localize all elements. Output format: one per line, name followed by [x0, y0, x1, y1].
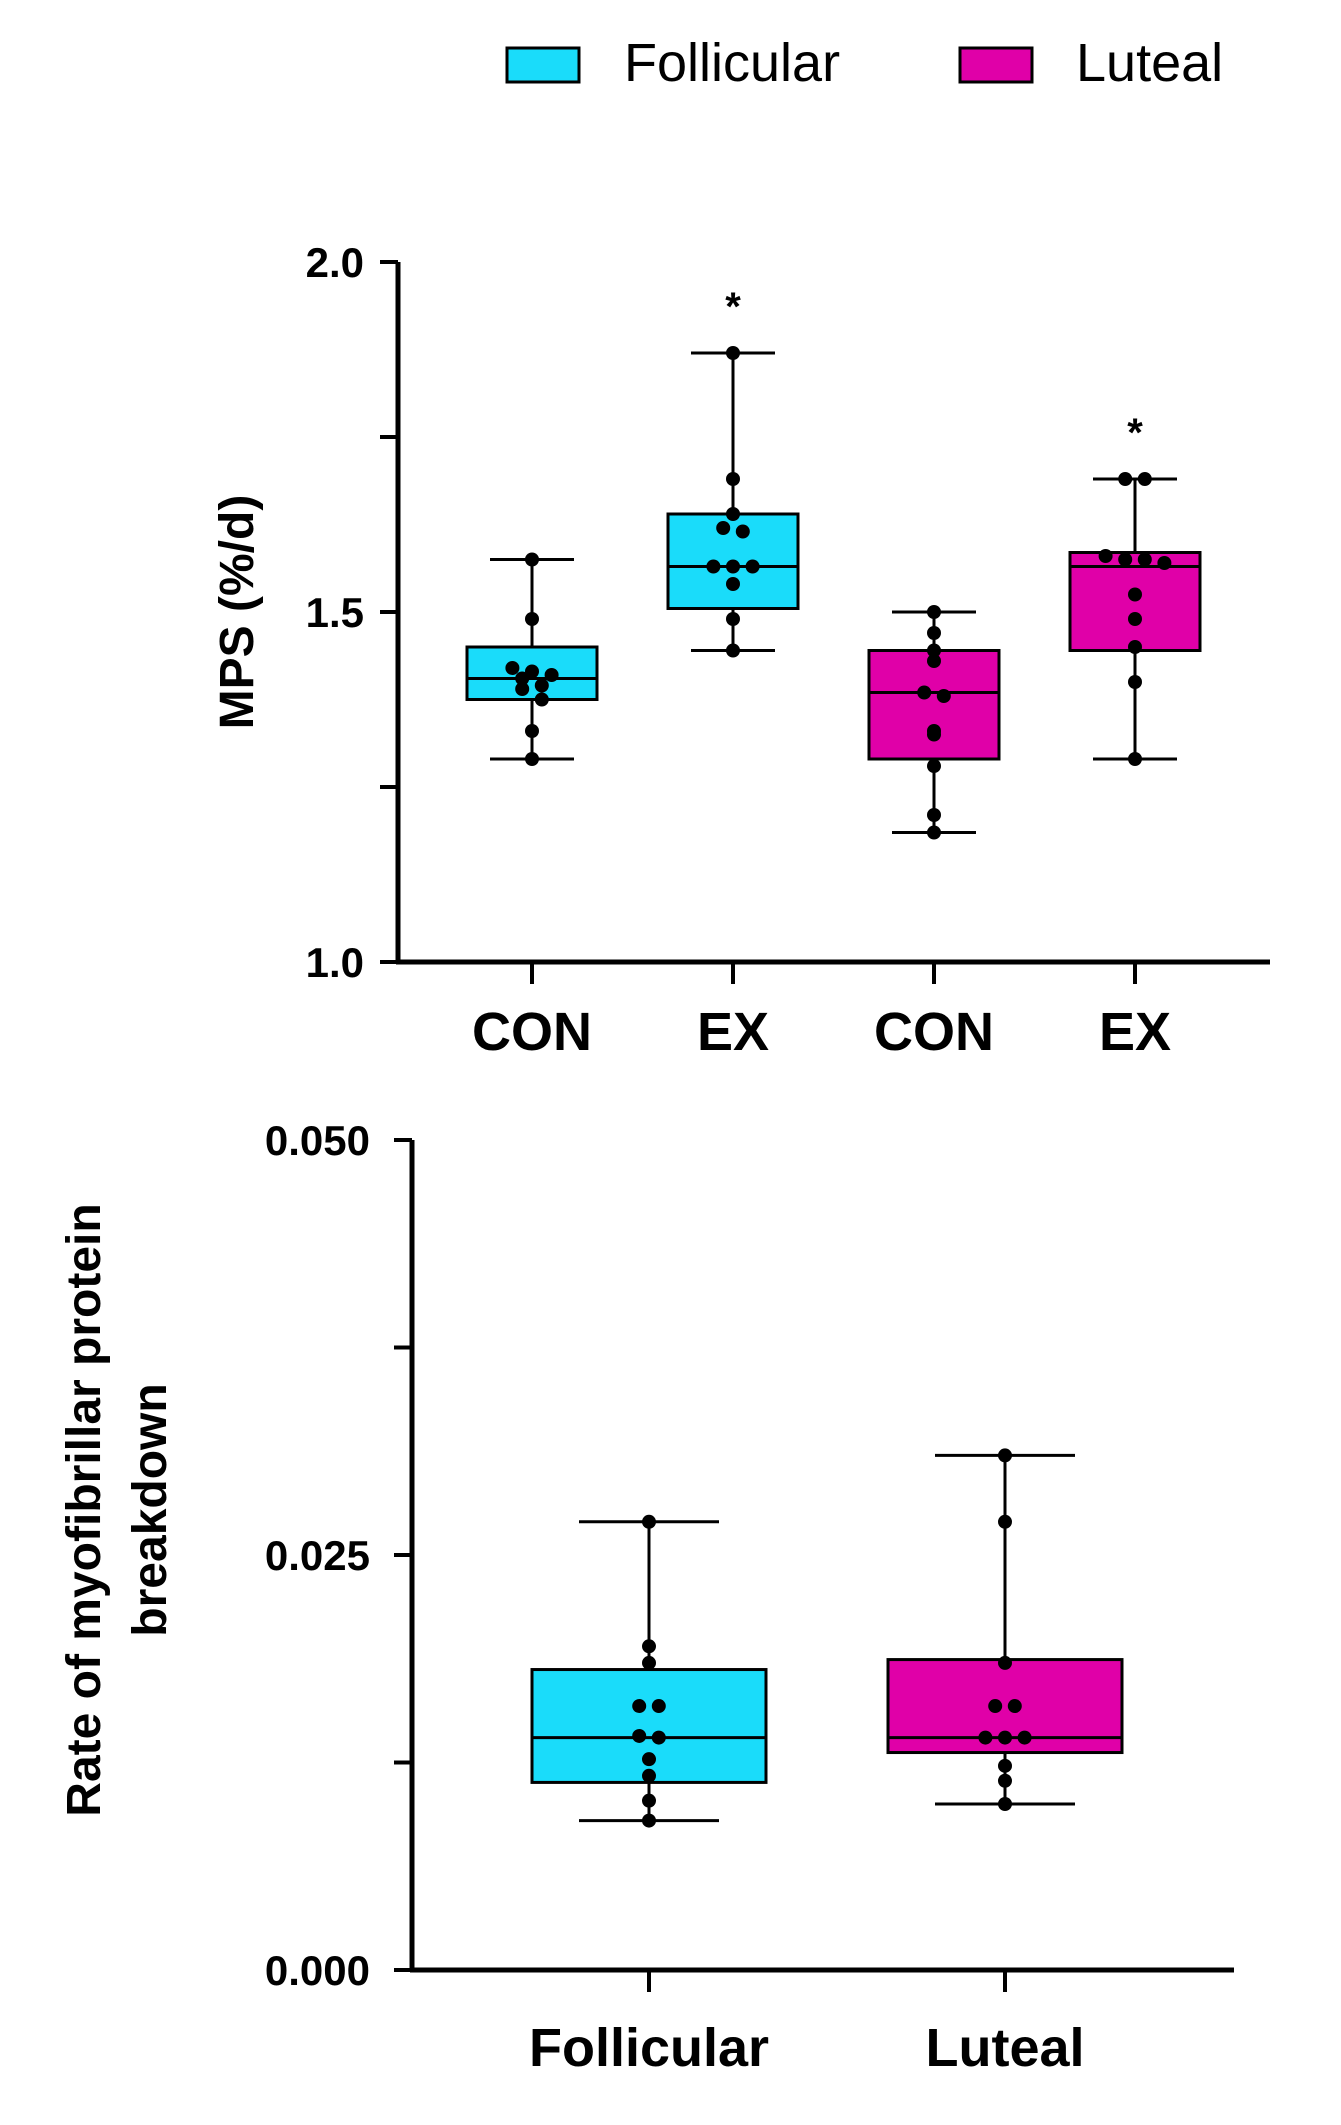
breakdown-y-axis-label-line-2: breakdown: [124, 1383, 177, 1636]
mps-group-3-annotation: *: [1127, 411, 1143, 455]
mps-group-0-point-5: [515, 671, 530, 686]
mps-group-3-point-0: [1118, 472, 1133, 486]
mps-group-0-point-10: [525, 752, 539, 766]
breakdown-y-tick-label-2: 0.025: [265, 1532, 370, 1579]
legend-label-luteal: Luteal: [1076, 33, 1223, 93]
breakdown-chart: Rate of myofibrillar protein breakdown 0.…: [58, 1117, 1234, 2078]
mps-group-2-point-9: [927, 808, 941, 822]
mps-group-1-point-10: [726, 643, 740, 658]
breakdown-y-axis-label: Rate of myofibrillar protein breakdown: [58, 1203, 177, 1816]
mps-group-1-point-1: [726, 472, 740, 486]
mps-group-1-point-4: [735, 524, 750, 539]
breakdown-group-0-point-5: [632, 1728, 647, 1743]
mps-group-1-point-6: [726, 559, 740, 574]
breakdown-group-0-point-10: [642, 1813, 656, 1828]
mps-group-1-point-2: [726, 507, 740, 521]
breakdown-group-0-point-6: [651, 1730, 666, 1745]
mps-group-2-point-4: [917, 685, 932, 700]
mps-chart: MPS (%/d) 1.0 1.5 2.0 CON * EX CON * EX: [211, 239, 1270, 1062]
mps-group-1-point-7: [745, 559, 760, 574]
mps-y-tick-label-0: 1.0: [306, 939, 364, 986]
mps-group-3-point-6: [1128, 587, 1142, 602]
mps-group-3-point-10: [1128, 752, 1142, 766]
breakdown-group-1-point-10: [998, 1797, 1012, 1811]
mps-group-3-point-3: [1118, 552, 1133, 567]
breakdown-group-1-point-2: [998, 1655, 1012, 1670]
mps-group-2-point-10: [927, 825, 941, 840]
mps-group-3-category-label: EX: [1099, 1002, 1171, 1062]
mps-y-tick-label-2: 1.5: [306, 589, 364, 636]
legend: Follicular Luteal: [505, 33, 1223, 93]
mps-group-1-annotation: *: [725, 285, 741, 329]
breakdown-group-0-point-1: [642, 1639, 656, 1654]
mps-group-1-category-label: EX: [697, 1002, 769, 1062]
mps-group-2-point-2: [927, 643, 941, 658]
legend-swatch-luteal: [958, 46, 1034, 84]
mps-group-0-point-8: [534, 692, 549, 707]
mps-group-3-point-1: [1137, 472, 1152, 486]
mps-group-2-point-3: [927, 654, 941, 668]
mps-group-3-point-8: [1128, 640, 1142, 654]
breakdown-y-tick-label-4: 0.050: [265, 1117, 370, 1164]
mps-group-2-point-1: [927, 626, 941, 640]
breakdown-group-1-point-5: [978, 1730, 993, 1745]
mps-y-tick-label-4: 2.0: [306, 239, 364, 286]
breakdown-y-tick-label-0: 0.000: [265, 1947, 370, 1994]
mps-group-2-point-0: [927, 605, 941, 619]
mps-group-0-point-1: [525, 612, 539, 626]
mps-group-3-point-9: [1128, 675, 1142, 689]
mps-group-3-point-4: [1137, 552, 1152, 567]
breakdown-y-axis-label-line-1: Rate of myofibrillar protein: [58, 1203, 111, 1816]
mps-group-0-point-3: [525, 664, 539, 679]
mps-y-axis-label: MPS (%/d): [211, 495, 264, 730]
mps-group-3-point-5: [1157, 556, 1172, 570]
breakdown-group-0-point-9: [642, 1793, 656, 1808]
breakdown-group-1-point-0: [998, 1448, 1012, 1463]
breakdown-group-1-point-7: [1017, 1730, 1032, 1745]
breakdown-group-1-point-6: [998, 1730, 1012, 1745]
mps-group-0-point-2: [505, 661, 520, 675]
mps-group-1-point-0: [726, 346, 740, 360]
mps-group-2-point-8: [927, 759, 941, 773]
mps-group-0-point-6: [534, 678, 549, 693]
breakdown-group-1-point-3: [988, 1699, 1003, 1714]
mps-group-0-point-0: [525, 552, 539, 567]
mps-group-2-point-7: [927, 727, 941, 742]
breakdown-group-0-point-2: [642, 1655, 656, 1670]
mps-group-3-point-7: [1128, 612, 1142, 626]
mps-group-0-point-7: [515, 682, 530, 696]
mps-group-2-point-5: [936, 689, 951, 703]
mps-group-3-point-2: [1098, 549, 1113, 563]
breakdown-group-1-category-label: Luteal: [925, 2018, 1084, 2078]
breakdown-group-0-point-4: [651, 1699, 666, 1714]
mps-group-1-point-3: [716, 521, 731, 535]
breakdown-group-1-point-8: [998, 1758, 1012, 1773]
legend-swatch-follicular: [505, 46, 581, 84]
mps-group-0-point-4: [544, 668, 559, 682]
breakdown-y-axis-label-text: Rate of myofibrillar protein breakdown: [58, 1203, 177, 1816]
mps-group-1-point-9: [726, 612, 740, 626]
breakdown-group-1-point-1: [998, 1514, 1012, 1529]
mps-group-1-point-8: [726, 577, 740, 591]
breakdown-group-0-category-label: Follicular: [529, 2018, 769, 2078]
breakdown-group-0-point-3: [632, 1699, 647, 1714]
mps-group-0-point-9: [525, 724, 539, 738]
breakdown-group-1-point-4: [1007, 1699, 1022, 1714]
legend-label-follicular: Follicular: [624, 33, 840, 93]
breakdown-group-1-point-9: [998, 1773, 1012, 1788]
mps-group-1-point-5: [706, 559, 721, 574]
breakdown-group-0-point-7: [642, 1752, 656, 1767]
breakdown-group-0-point-0: [642, 1514, 656, 1529]
breakdown-group-0-point-8: [642, 1768, 656, 1783]
mps-group-0-category-label: CON: [472, 1002, 592, 1062]
mps-group-2-category-label: CON: [874, 1002, 994, 1062]
